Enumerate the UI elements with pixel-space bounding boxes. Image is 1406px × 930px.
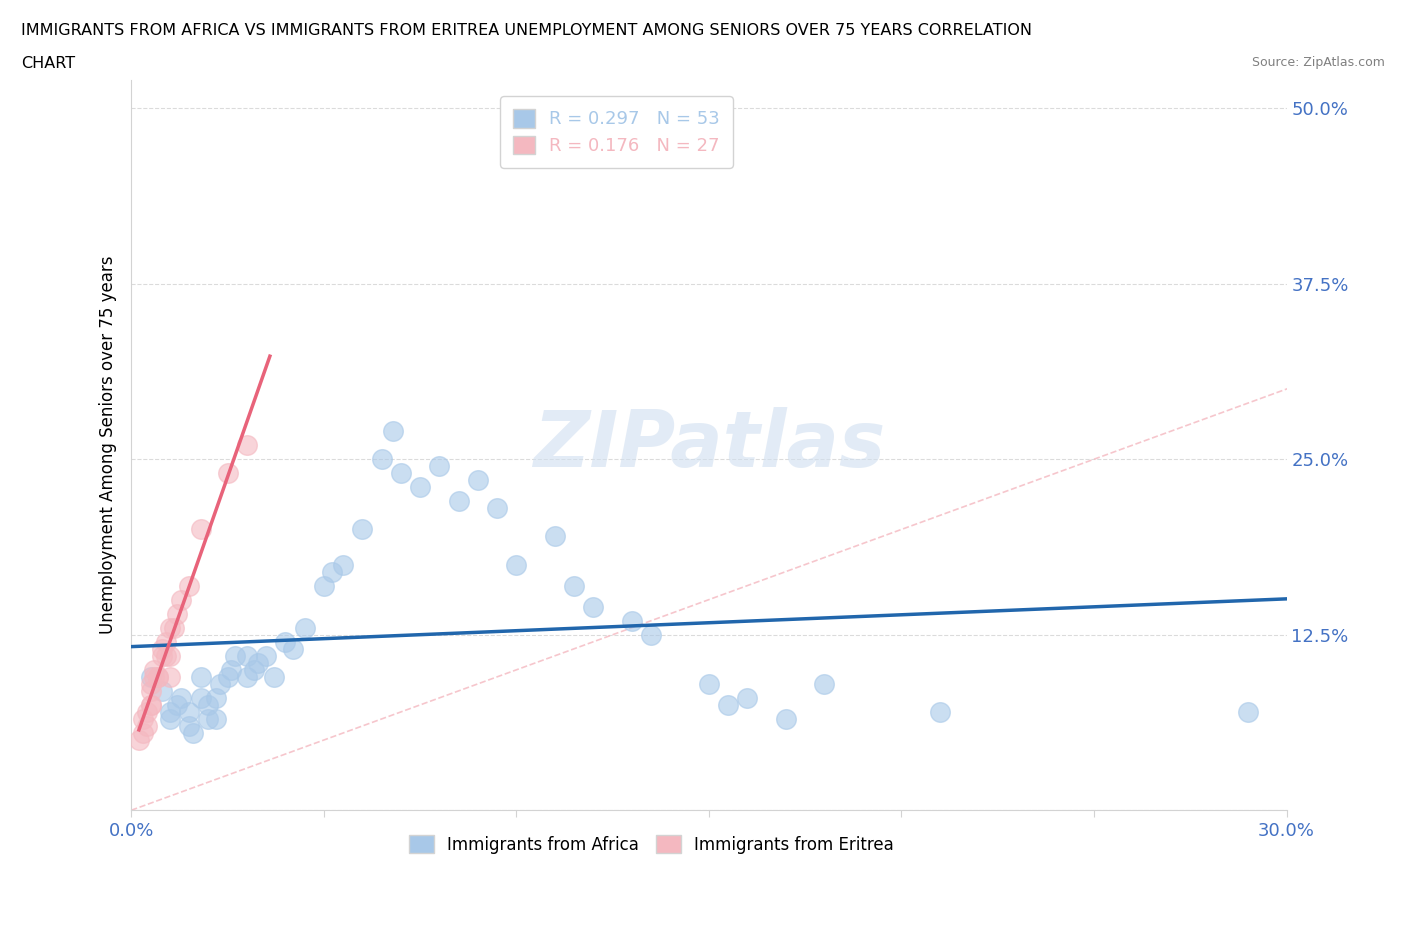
Point [155,634,177,649]
Point [190,690,212,705]
Point [139,698,162,712]
Point [332,557,354,572]
Point [409,480,432,495]
Point [775,711,797,726]
Point [217,670,239,684]
Point [197,698,219,712]
Point [132,725,155,740]
Text: CHART: CHART [21,56,75,71]
Point [197,711,219,726]
Point [582,599,605,614]
Point [159,670,181,684]
Point [247,656,270,671]
Point [236,670,259,684]
Point [389,466,412,481]
Point [139,676,162,691]
Point [243,662,266,677]
Point [221,662,243,677]
Point [382,424,405,439]
Point [181,725,204,740]
Point [205,711,228,726]
Point [155,648,177,663]
Text: IMMIGRANTS FROM AFRICA VS IMMIGRANTS FROM ERITREA UNEMPLOYMENT AMONG SENIORS OVE: IMMIGRANTS FROM AFRICA VS IMMIGRANTS FRO… [21,23,1032,38]
Point [139,698,162,712]
Y-axis label: Unemployment Among Seniors over 75 years: Unemployment Among Seniors over 75 years [100,256,117,634]
Point [190,522,212,537]
Point [170,690,193,705]
Point [132,711,155,726]
Point [467,472,489,487]
Point [159,705,181,720]
Point [294,620,316,635]
Point [128,733,150,748]
Point [208,676,231,691]
Point [159,620,181,635]
Point [813,676,835,691]
Point [159,648,181,663]
Point [162,620,184,635]
Point [150,648,173,663]
Point [143,670,166,684]
Point [135,719,157,734]
Point [447,494,470,509]
Point [177,719,200,734]
Point [177,705,200,720]
Point [321,565,343,579]
Point [236,648,259,663]
Point [139,684,162,698]
Point [224,648,246,663]
Point [929,705,952,720]
Point [166,698,188,712]
Point [427,458,450,473]
Point [281,642,304,657]
Legend: Immigrants from Africa, Immigrants from Eritrea: Immigrants from Africa, Immigrants from … [402,829,900,860]
Point [148,670,170,684]
Point [717,698,740,712]
Point [370,452,392,467]
Point [139,670,162,684]
Point [697,676,720,691]
Point [135,705,157,720]
Point [217,466,239,481]
Point [205,690,228,705]
Point [150,684,173,698]
Point [562,578,585,593]
Point [352,522,374,537]
Point [190,670,212,684]
Point [544,529,567,544]
Point [486,501,509,516]
Point [150,642,173,657]
Point [254,648,277,663]
Point [148,670,170,684]
Point [737,690,759,705]
Point [159,711,181,726]
Point [505,557,527,572]
Point [274,634,297,649]
Point [640,628,662,643]
Point [1237,705,1260,720]
Text: ZIPatlas: ZIPatlas [533,407,884,484]
Point [177,578,200,593]
Point [166,606,188,621]
Point [236,438,259,453]
Point [263,670,285,684]
Point [143,662,166,677]
Point [312,578,335,593]
Point [170,592,193,607]
Point [620,613,643,628]
Text: Source: ZipAtlas.com: Source: ZipAtlas.com [1251,56,1385,69]
